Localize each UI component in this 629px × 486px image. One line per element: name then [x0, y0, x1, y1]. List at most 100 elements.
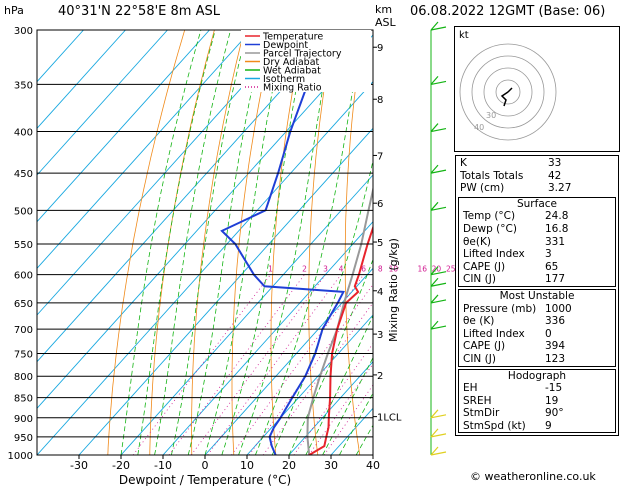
table-row: K 33: [456, 157, 618, 170]
isotherm-line: [246, 314, 373, 455]
legend-background: [241, 30, 371, 92]
row-value: 16.8: [545, 222, 569, 235]
mixing-ratio-label: 10: [389, 265, 399, 274]
pressure-tick-label: 800: [14, 372, 33, 383]
pressure-tick-label: 1000: [8, 451, 33, 462]
x-axis-label: Dewpoint / Temperature (°C): [119, 473, 291, 486]
plot-frame: [36, 29, 374, 456]
legend-label: Dry Adiabat: [263, 57, 320, 68]
temp-tick-label: -30: [70, 459, 88, 472]
height-tick-label: 7: [377, 151, 383, 162]
copyright-text: © weatheronline.co.uk: [470, 470, 596, 483]
temp-tick-label: 0: [202, 459, 209, 472]
row-value: 1000: [545, 302, 572, 315]
asl-label: ASL: [375, 16, 396, 29]
table-row: Pressure (mb) 1000: [459, 303, 615, 316]
temp-tick-label: 30: [324, 459, 338, 472]
isotherm-line: [162, 220, 373, 455]
isotherm-line: [37, 30, 252, 270]
row-label: Totals Totals: [460, 169, 524, 182]
hodograph-title: Hodograph: [507, 369, 567, 382]
hodograph-ring: [471, 55, 545, 129]
row-value: 65: [545, 260, 559, 273]
wind-barb: [430, 446, 447, 456]
row-label: StmDir: [463, 407, 500, 420]
row-label: θe (K): [463, 315, 495, 328]
mixing-ratio-label: 6: [361, 265, 366, 274]
isotherm-line: [37, 34, 373, 410]
row-value: 90°: [545, 407, 564, 420]
wet-adiabat-line: [322, 356, 373, 455]
row-value: 42: [548, 169, 562, 182]
legend-label: Temperature: [262, 32, 323, 43]
mixing-ratio-label: 1: [268, 265, 273, 274]
row-label: Pressure (mb): [463, 302, 537, 315]
wind-barb: [430, 76, 447, 86]
wind-barb: [430, 21, 447, 31]
pressure-tick-label: 550: [14, 240, 33, 251]
wet-adiabat-line: [339, 392, 373, 455]
wind-barb: [430, 320, 447, 330]
wind-barbs: [430, 21, 447, 456]
row-value: 3: [545, 248, 552, 261]
indices-table: K 33 Totals Totals 42 PW (cm) 3.27 Surface Te…: [455, 155, 619, 437]
isotherm-line: [37, 30, 168, 176]
row-label: CIN (J): [463, 273, 496, 286]
row-label: EH: [463, 382, 478, 395]
isotherm-line: [120, 174, 373, 455]
wind-barb: [430, 266, 447, 276]
temp-tick-label: -20: [112, 459, 130, 472]
table-row: Lifted Index 3: [459, 248, 615, 261]
legend-label: Parcel Trajectory: [263, 49, 342, 60]
dewpoint-line: [220, 30, 345, 455]
legend-label: Isotherm: [263, 74, 305, 85]
row-value: -15: [545, 382, 563, 395]
pressure-tick-label: 850: [14, 394, 33, 405]
row-label: SREH: [463, 394, 492, 407]
isotherm-line: [37, 80, 373, 455]
height-tick-label: 2: [377, 371, 383, 382]
wet-adiabat-line: [204, 30, 286, 455]
table-row: CAPE (J) 65: [459, 261, 615, 274]
row-value: 0: [545, 327, 552, 340]
height-tick-label: 1LCL: [377, 413, 402, 424]
dry-adiabat-line: [107, 30, 186, 455]
wet-adiabat-line: [187, 30, 266, 455]
pressure-tick-label: 350: [14, 80, 33, 91]
legend-label: Dewpoint: [263, 40, 308, 51]
mixing-ratio-label: 3: [323, 265, 328, 274]
table-row: θe (K) 336: [459, 315, 615, 328]
table-row: Dewp (°C) 16.8: [459, 223, 615, 236]
wind-barb: [430, 428, 447, 438]
km-label: km: [375, 3, 393, 16]
hpa-label: hPa: [4, 4, 24, 17]
surface-section: Surface Temp (°C) 24.8 Dewp (°C) 16.8 θe(K) 3…: [458, 196, 616, 287]
table-row: PW (cm) 3.27: [456, 182, 618, 195]
height-tick-label: 4: [377, 287, 383, 298]
legend-label: Mixing Ratio: [263, 83, 322, 94]
height-tick-label: 6: [377, 199, 383, 210]
row-value: 394: [545, 340, 566, 353]
mixing-ratio-label: 8: [378, 265, 383, 274]
row-label: θe(K): [463, 235, 491, 248]
temp-tick-label: 10: [240, 459, 254, 472]
row-value: 3.27: [548, 182, 572, 195]
dry-adiabat-line: [270, 30, 305, 455]
table-row: Lifted Index 0: [459, 328, 615, 341]
hodograph-trace: [500, 87, 513, 107]
row-value: 24.8: [545, 210, 569, 223]
table-row: CAPE (J) 394: [459, 340, 615, 353]
height-tick-label: 9: [377, 43, 383, 54]
wet-adiabat-line: [154, 30, 231, 455]
mixing-ratio-line: [248, 283, 373, 455]
isotherm-line: [37, 30, 126, 130]
dry-adiabat-line: [231, 30, 275, 455]
row-label: CAPE (J): [463, 340, 506, 353]
table-row: SREH 19: [459, 395, 615, 408]
isotherm-line: [204, 267, 373, 455]
height-tick-label: 8: [377, 95, 383, 106]
table-row: StmDir 90°: [459, 407, 615, 420]
